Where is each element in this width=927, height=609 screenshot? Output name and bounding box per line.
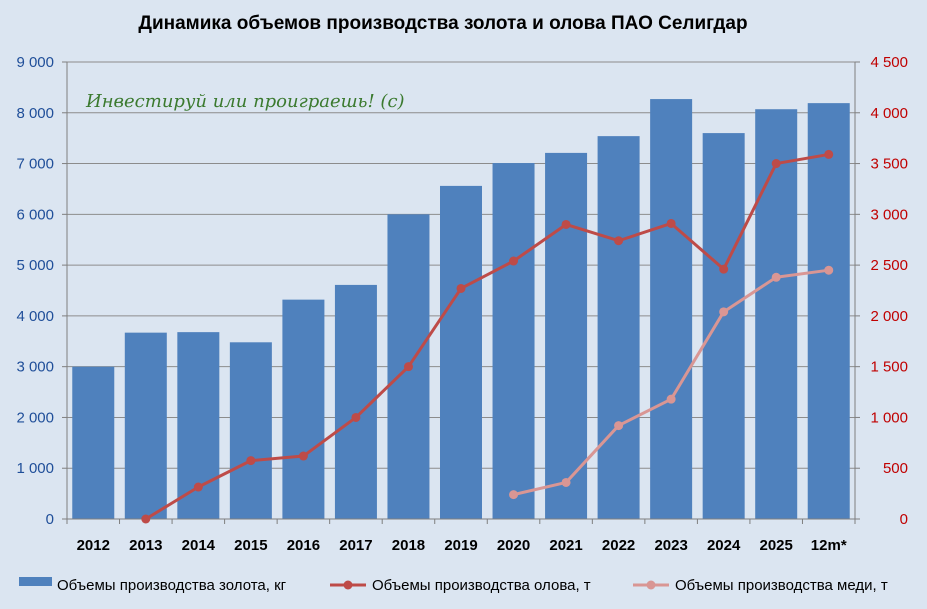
copper-line-point xyxy=(614,421,624,431)
x-tick-label: 2025 xyxy=(760,537,793,554)
left-tick-label: 5 000 xyxy=(16,257,54,274)
left-tick-label: 4 000 xyxy=(16,308,54,325)
left-tick-label: 6 000 xyxy=(16,206,54,223)
right-tick-label: 2 000 xyxy=(870,308,908,325)
gold-bar xyxy=(545,152,588,520)
right-tick-label: 1 000 xyxy=(870,409,908,426)
x-tick-label: 2016 xyxy=(287,537,320,554)
x-tick-label: 2021 xyxy=(549,537,582,554)
gold-bar xyxy=(229,342,272,519)
right-tick-label: 0 xyxy=(900,511,908,528)
gold-bar xyxy=(492,163,535,519)
right-tick-label: 4 500 xyxy=(870,54,908,71)
left-tick-label: 1 000 xyxy=(16,460,54,477)
left-tick-label: 8 000 xyxy=(16,105,54,122)
gold-bar xyxy=(282,299,325,519)
legend-label-gold: Объемы производства золота, кг xyxy=(57,577,287,594)
x-tick-label: 2024 xyxy=(707,537,741,554)
x-tick-label: 2017 xyxy=(339,537,372,554)
tin-line-point xyxy=(456,283,466,293)
tin-line-point xyxy=(719,264,729,274)
right-tick-label: 1 500 xyxy=(870,359,908,376)
legend-marker-copper xyxy=(646,580,656,590)
tin-line xyxy=(145,152,829,521)
tin-line-point xyxy=(193,482,203,492)
tin-line-point xyxy=(298,451,308,461)
tin-line-point xyxy=(141,514,151,524)
tin-line-point xyxy=(509,256,519,266)
x-tick-label: 2012 xyxy=(77,537,110,554)
tin-line-point xyxy=(614,236,624,246)
tick-labels: 0 1 000 2 000 3 000 4 000 5 000 6 000 7 000 8 00… xyxy=(16,54,908,554)
x-tick-label: 2018 xyxy=(392,537,425,554)
gold-bar xyxy=(597,136,640,519)
left-tick-label: 9 000 xyxy=(16,54,54,71)
tin-line-point xyxy=(403,362,413,372)
tin-line-point xyxy=(561,219,571,229)
right-tick-label: 3 500 xyxy=(870,156,908,173)
copper-line-point xyxy=(824,265,834,275)
left-tick-label: 3 000 xyxy=(16,359,54,376)
right-tick-label: 3 000 xyxy=(870,206,908,223)
x-tick-label: 2015 xyxy=(234,537,267,554)
x-tick-label: 12m* xyxy=(811,537,847,554)
left-tick-label: 2 000 xyxy=(16,409,54,426)
copper-line-point xyxy=(771,272,781,282)
tin-line-point xyxy=(771,159,781,169)
right-tick-label: 4 000 xyxy=(870,105,908,122)
x-tick-label: 2020 xyxy=(497,537,530,554)
gold-bar xyxy=(440,185,482,520)
legend: Объемы производства золота, кг Объемы про… xyxy=(19,577,888,594)
x-tick-label: 2013 xyxy=(129,537,162,554)
gold-bar xyxy=(702,133,745,520)
left-tick-label: 0 xyxy=(46,511,54,528)
x-tick-label: 2014 xyxy=(182,537,216,554)
right-tick-label: 2 500 xyxy=(870,257,908,274)
gold-bar xyxy=(755,109,798,520)
chart-title: Динамика объемов производства золота и о… xyxy=(138,13,747,34)
tin-line-point xyxy=(246,456,256,466)
copper-line-point xyxy=(509,490,519,500)
x-tick-label: 2023 xyxy=(654,537,687,554)
legend-swatch-gold xyxy=(19,577,52,586)
gold-bar xyxy=(72,366,115,519)
legend-marker-tin xyxy=(343,580,353,590)
left-tick-label: 7 000 xyxy=(16,156,54,173)
copper-line-point xyxy=(666,394,676,404)
x-tick-label: 2019 xyxy=(444,537,477,554)
legend-label-copper: Объемы производства меди, т xyxy=(675,577,888,594)
copper-line-point xyxy=(719,307,729,317)
watermark-text: Инвестируй или проиграешь! (с) xyxy=(85,91,405,112)
x-tick-label: 2022 xyxy=(602,537,635,554)
gold-bar xyxy=(807,103,850,519)
tin-line-point xyxy=(351,412,361,422)
tin-line-point xyxy=(824,149,834,159)
right-tick-label: 500 xyxy=(883,460,908,477)
legend-label-tin: Объемы производства олова, т xyxy=(372,577,591,594)
copper-line-point xyxy=(561,477,571,487)
gold-bar xyxy=(124,332,167,519)
axes xyxy=(62,61,860,524)
tin-line-point xyxy=(666,218,676,228)
gold-bars xyxy=(72,99,850,520)
gold-bar xyxy=(650,99,693,519)
line-series xyxy=(141,149,834,524)
